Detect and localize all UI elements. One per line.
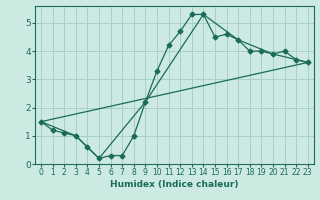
X-axis label: Humidex (Indice chaleur): Humidex (Indice chaleur): [110, 180, 239, 189]
